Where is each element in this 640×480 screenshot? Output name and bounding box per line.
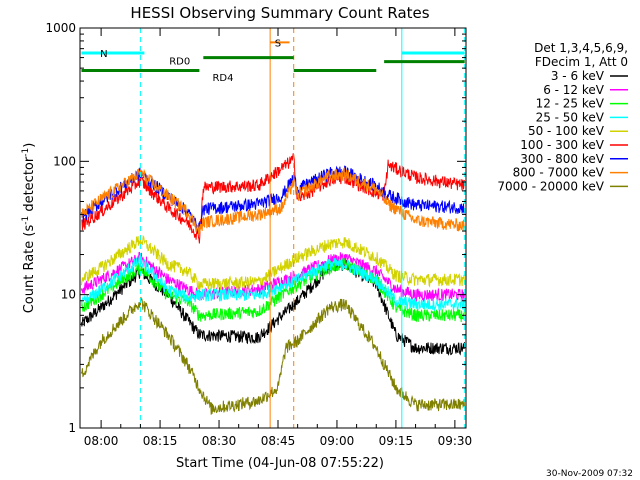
chart-title: HESSI Observing Summary Count Rates <box>130 4 429 22</box>
series-line-25-50-kev-3 <box>81 255 465 311</box>
legend-label-25-50-kev: 25 - 50 keV <box>536 110 605 124</box>
plot-traces <box>81 41 465 415</box>
series-line-12-25-kev-2 <box>81 257 465 323</box>
y-axis: 1 10 100 1000 <box>45 21 466 435</box>
series-line-100-300-kev-5 <box>81 153 465 244</box>
x-tick-label-60: 09:00 <box>320 434 355 448</box>
series-line-3-6-kev-0 <box>81 258 465 356</box>
x-tick-label-75: 09:15 <box>379 434 414 448</box>
legend-label-3-6-kev: 3 - 6 keV <box>551 69 605 83</box>
legend-label-100-300-kev: 100 - 300 keV <box>520 138 604 152</box>
series-line-50-100-kev-4 <box>81 234 465 291</box>
legend-header-line-2: FDecim 1, Att 0 <box>535 55 628 69</box>
x-tick-label-0: 08:00 <box>84 434 119 448</box>
y-tick-label-10: 10 <box>61 288 76 302</box>
series-line-7000-20000-kev-9 <box>81 296 465 415</box>
x-axis: 08:00 08:15 08:30 08:45 09:00 09:15 09:30 <box>84 28 472 448</box>
x-tick-label-15: 08:15 <box>143 434 178 448</box>
y-tick-label-1: 1 <box>68 421 76 435</box>
legend-label-50-100-kev: 50 - 100 keV <box>528 124 605 138</box>
legend-label-300-800-kev: 300 - 800 keV <box>520 152 604 166</box>
region-label-s: S <box>275 38 281 49</box>
region-label-n: N <box>100 49 107 60</box>
legend: Det 1,3,4,5,6,9, FDecim 1, Att 0 3 - 6 k… <box>497 41 628 193</box>
y-tick-label-100: 100 <box>53 154 76 168</box>
region-label-rd4: RD4 <box>212 73 233 84</box>
x-axis-label: Start Time (04-Jun-08 07:55:22) <box>176 456 384 471</box>
y-tick-label-1000: 1000 <box>45 21 76 35</box>
legend-header-line-1: Det 1,3,4,5,6,9, <box>534 41 628 55</box>
legend-label-7000-20000-kev: 7000 - 20000 keV <box>497 179 604 193</box>
x-tick-label-45: 08:45 <box>261 434 296 448</box>
legend-label-12-25-kev: 12 - 25 keV <box>536 97 605 111</box>
x-tick-label-30: 08:30 <box>202 434 237 448</box>
x-tick-label-90: 09:30 <box>438 434 473 448</box>
legend-label-800-7000-kev: 800 - 7000 keV <box>513 166 605 180</box>
series-line-800-7000-kev-7 <box>81 167 465 235</box>
plot-frame <box>79 27 467 429</box>
footer-timestamp: 30-Nov-2009 07:32 <box>546 469 633 479</box>
y-axis-label: Count Rate (s-1 detector-1) <box>21 143 37 314</box>
observing-regions: N S RD0 RD4 <box>79 28 466 428</box>
region-label-rd0: RD0 <box>169 57 190 68</box>
legend-label-6-12-kev: 6 - 12 keV <box>543 83 605 97</box>
